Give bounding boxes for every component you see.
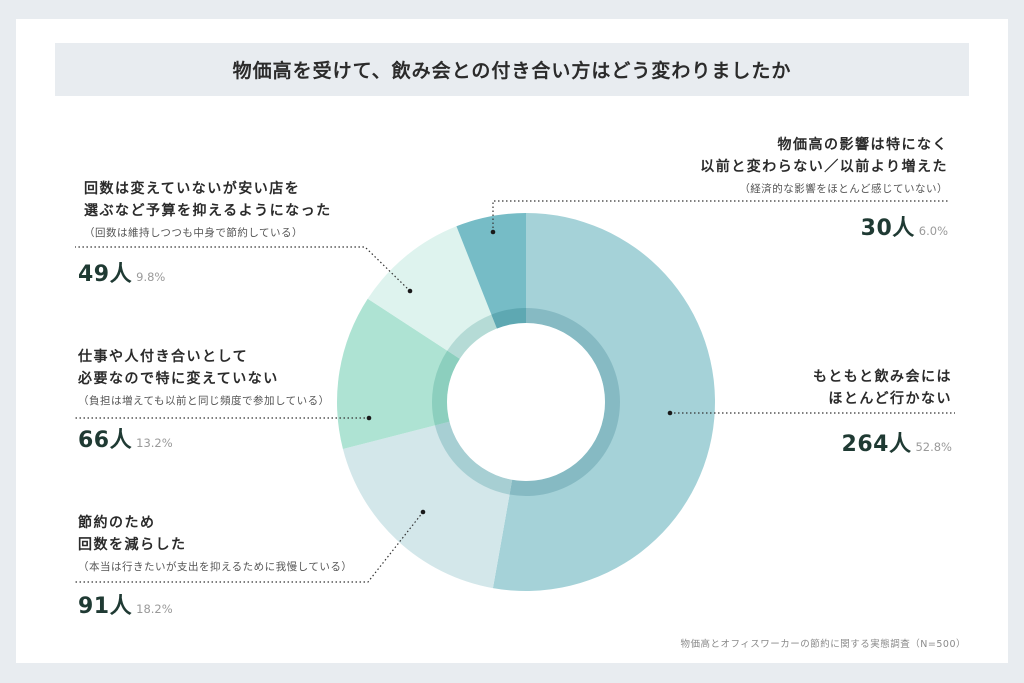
label-reduced: 節約のため 回数を減らした （本当は行きたいが支出を抑えるために我慢している） … [78, 512, 352, 620]
percent-value: 52.8% [915, 440, 952, 454]
inner-ring [431, 308, 621, 497]
leader-line-91 [75, 511, 424, 583]
label-sub: （回数は維持しつつも中身で節約している） [84, 227, 304, 239]
source-note: 物価高とオフィスワーカーの節約に関する実態調査（N=500） [680, 639, 966, 650]
count-value: 264人 [841, 432, 912, 457]
label-main-line-2: 回数を減らした [78, 537, 187, 553]
percent-value: 6.0% [918, 224, 948, 238]
inner-ring-segment [509, 308, 621, 497]
count-value: 30人 [860, 216, 915, 241]
percent-value: 18.2% [136, 602, 173, 616]
label-count: 49人 9.8% [78, 256, 332, 288]
leader-dot-66 [366, 415, 372, 421]
label-cheaper: 回数は変えていないが安い店を 選ぶなど予算を抑えるようになった （回数は維持しつ… [78, 178, 332, 288]
label-sub: （本当は行きたいが支出を抑えるために我慢している） [78, 561, 353, 573]
label-count: 91人 18.2% [78, 588, 352, 620]
label-main-line-2: 必要なので特に変えていない [78, 371, 279, 387]
leader-dot-91 [420, 509, 426, 515]
percent-value: 13.2% [136, 436, 173, 450]
inner-ring-segment [434, 421, 513, 495]
leader-dots [366, 229, 673, 515]
label-main-line-1: もともと飲み会には [813, 369, 952, 385]
label-main-line-2: 選ぶなど予算を抑えるようになった [84, 203, 332, 219]
leader-line-49 [75, 246, 411, 292]
leader-dot-30 [490, 229, 496, 235]
label-sub: （負担は増えても以前と同じ頻度で参加している） [78, 395, 330, 407]
label-count: 66人 13.2% [78, 422, 330, 454]
count-value: 66人 [78, 428, 133, 453]
count-value: 91人 [78, 594, 133, 619]
inner-ring-segment [431, 350, 460, 426]
leader-dot-264 [667, 410, 673, 416]
label-sub: （経済的な影響をほとんど感じていない） [739, 183, 948, 195]
label-count: 264人 52.8% [813, 426, 952, 458]
label-main-line-1: 仕事や人付き合いとして [78, 349, 249, 365]
label-main-line-1: 節約のため [78, 515, 156, 531]
label-rarely: もともと飲み会には ほとんど行かない 264人 52.8% [813, 366, 952, 458]
label-main-line-2: 以前と変わらない／以前より増えた [700, 159, 948, 175]
title-bar: 物価高を受けて、飲み会との付き合い方はどう変わりましたか [55, 43, 969, 96]
percent-value: 9.8% [136, 270, 166, 284]
inner-ring-segment [447, 314, 497, 359]
inner-ring-segment [491, 308, 526, 329]
label-main-line-1: 回数は変えていないが安い店を [84, 181, 301, 197]
count-value: 49人 [78, 262, 133, 287]
label-unchanged-necessary: 仕事や人付き合いとして 必要なので特に変えていない （負担は増えても以前と同じ頻… [78, 346, 330, 454]
label-no-impact: 物価高の影響は特になく 以前と変わらない／以前より増えた （経済的な影響をほとん… [700, 134, 948, 242]
chart-title: 物価高を受けて、飲み会との付き合い方はどう変わりましたか [232, 60, 792, 82]
label-main-line-2: ほとんど行かない [828, 391, 952, 407]
donut-hole [447, 323, 605, 481]
leader-dot-49 [407, 288, 413, 294]
leader-lines [75, 200, 955, 583]
label-count: 30人 6.0% [700, 210, 948, 242]
label-main-line-1: 物価高の影響は特になく [777, 137, 948, 153]
